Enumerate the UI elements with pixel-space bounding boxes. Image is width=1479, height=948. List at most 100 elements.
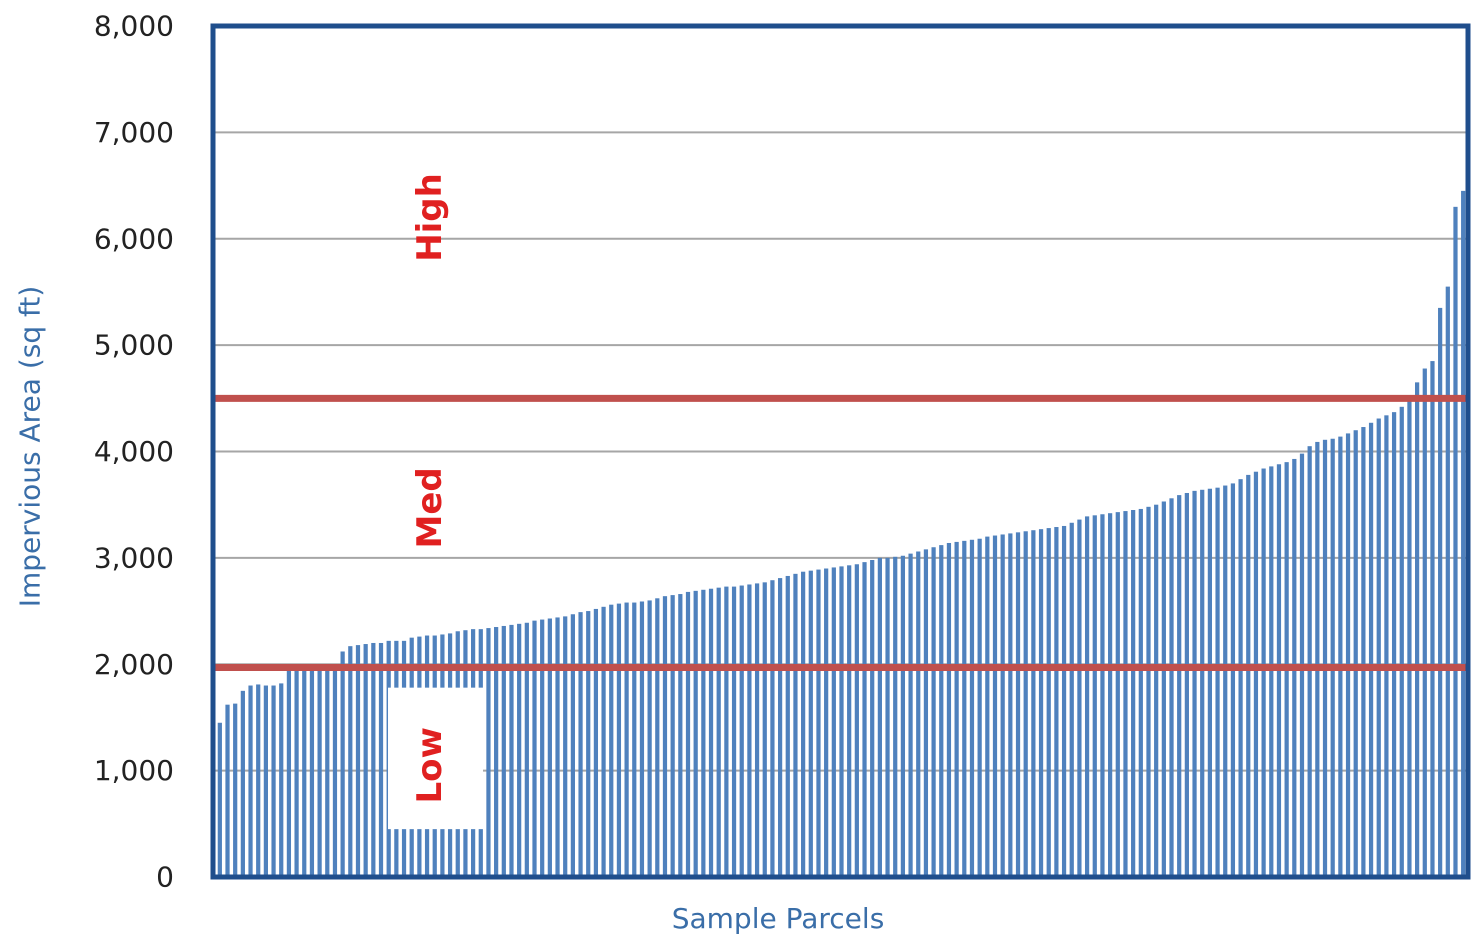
bar-17 — [340, 651, 345, 877]
bar-80 — [824, 568, 829, 877]
bar-146 — [1330, 438, 1335, 877]
bar-40 — [517, 623, 522, 877]
bar-144 — [1315, 441, 1320, 877]
bar-84 — [854, 564, 859, 877]
bar-5 — [248, 685, 253, 877]
bar-152 — [1376, 418, 1381, 877]
bar-132 — [1223, 485, 1228, 877]
bar-121 — [1138, 508, 1143, 877]
x-axis-title: Sample Parcels — [672, 902, 885, 935]
bar-57 — [647, 600, 652, 877]
y-tick-label-0: 0 — [156, 861, 174, 894]
y-tick-label-3: 3,000 — [94, 541, 174, 574]
bar-62 — [685, 591, 691, 877]
bar-127 — [1184, 492, 1189, 877]
y-axis-title: Impervious Area (sq ft) — [14, 286, 47, 608]
bar-125 — [1169, 498, 1174, 877]
low-label-background — [388, 687, 483, 830]
bar-128 — [1192, 490, 1197, 877]
bar-55 — [632, 602, 637, 877]
bar-111 — [1061, 525, 1067, 877]
y-tick-label-5: 5,000 — [94, 329, 174, 362]
bar-137 — [1261, 468, 1266, 877]
bar-138 — [1269, 466, 1274, 877]
bar-93 — [923, 549, 929, 877]
bar-94 — [931, 547, 936, 877]
y-tick-label-4: 4,000 — [94, 435, 174, 468]
bar-39 — [509, 624, 514, 877]
threshold-lines — [213, 394, 1468, 671]
bar-73 — [770, 580, 775, 877]
bar-48 — [578, 612, 583, 877]
band-label-med: Med — [410, 467, 450, 548]
bar-74 — [777, 578, 783, 877]
bar-72 — [762, 582, 767, 877]
bar-64 — [701, 589, 706, 877]
bar-50 — [593, 608, 599, 877]
bar-45 — [555, 617, 560, 877]
bar-6 — [256, 684, 261, 877]
bar-46 — [563, 616, 568, 877]
bar-15 — [325, 664, 330, 877]
band-label-high: High — [410, 173, 450, 262]
y-tick-label-8: 8,000 — [94, 10, 174, 43]
bar-158 — [1422, 368, 1427, 877]
bar-47 — [570, 614, 575, 877]
y-tick-label-2: 2,000 — [94, 648, 174, 681]
bar-12 — [302, 668, 307, 877]
bar-76 — [793, 573, 798, 877]
bar-157 — [1415, 382, 1420, 877]
bar-156 — [1407, 398, 1412, 877]
bar-133 — [1230, 483, 1236, 877]
bar-38 — [501, 625, 506, 877]
bar-117 — [1108, 513, 1113, 877]
bar-103 — [1000, 534, 1005, 877]
bar-52 — [609, 604, 614, 877]
bar-151 — [1368, 422, 1374, 877]
bar-56 — [639, 601, 645, 877]
bar-161 — [1445, 286, 1450, 877]
bar-77 — [801, 571, 806, 877]
bar-149 — [1353, 430, 1358, 877]
bar-49 — [586, 611, 591, 877]
bar-53 — [616, 603, 622, 877]
y-tick-label-7: 7,000 — [94, 116, 174, 149]
bar-115 — [1092, 515, 1097, 877]
bar-54 — [624, 602, 629, 877]
bar-60 — [670, 595, 675, 877]
bar-7 — [263, 685, 268, 877]
bar-110 — [1054, 527, 1059, 877]
bar-122 — [1146, 506, 1151, 877]
bar-123 — [1154, 504, 1159, 877]
bar-89 — [893, 556, 898, 877]
bar-148 — [1345, 433, 1351, 877]
bar-114 — [1084, 516, 1090, 877]
bar-102 — [992, 535, 998, 877]
bar-105 — [1015, 532, 1021, 877]
bar-92 — [916, 551, 921, 877]
bar-101 — [985, 536, 990, 877]
bar-68 — [731, 586, 737, 877]
bar-160 — [1438, 307, 1443, 877]
bar-71 — [754, 583, 760, 877]
bar-2 — [225, 704, 230, 877]
bar-109 — [1046, 528, 1051, 877]
bar-112 — [1069, 522, 1074, 877]
bar-91 — [908, 553, 913, 877]
bar-63 — [693, 590, 698, 877]
bar-83 — [847, 565, 852, 877]
bar-159 — [1430, 361, 1435, 877]
bar-162 — [1453, 206, 1458, 877]
bar-131 — [1215, 487, 1220, 877]
bar-82 — [839, 566, 844, 877]
y-axis-tick-labels: 0 1,000 2,000 3,000 4,000 5,000 6,000 7,000 8,00… — [94, 10, 174, 894]
bar-124 — [1161, 501, 1166, 877]
bar-36 — [486, 628, 491, 877]
bar-22 — [378, 642, 384, 877]
bar-21 — [371, 642, 376, 877]
bar-108 — [1038, 529, 1044, 877]
bar-90 — [900, 555, 906, 877]
bar-143 — [1307, 446, 1312, 877]
bar-136 — [1253, 471, 1259, 877]
